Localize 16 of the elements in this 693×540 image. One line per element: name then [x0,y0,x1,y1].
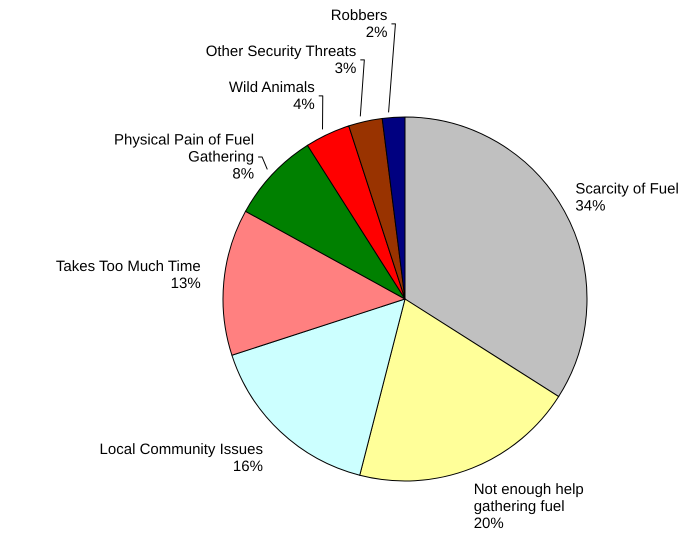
slice-label: Takes Too Much Time [56,258,201,276]
data-label: 4% [293,96,315,113]
slice-label: Physical Pain of Fuel Gathering [114,131,254,166]
slice-label: Local Community Issues [100,440,263,458]
slice-label: Robbers [330,6,388,24]
data-label: 3% [334,60,356,77]
data-label: 20% [474,515,504,532]
slice-label: Not enough help gathering fuel [474,481,584,516]
slice-label: Scarcity of Fuel [575,180,679,198]
data-label: 13% [170,275,201,292]
data-label: 34% [575,198,606,215]
slice-label: Other Security Threats [206,42,356,60]
data-label: 2% [366,24,388,41]
data-label: 16% [232,458,263,475]
slice-label: Wild Animals [228,78,315,96]
data-label: 8% [232,165,254,182]
